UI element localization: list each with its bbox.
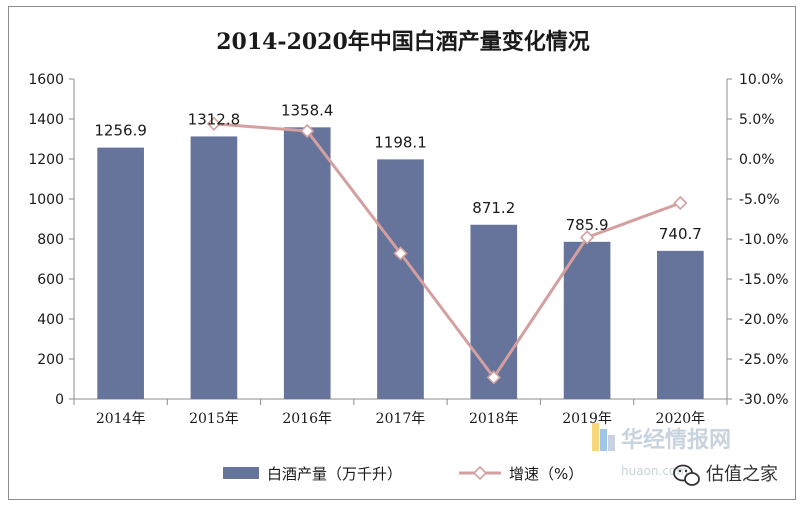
bar-data-label: 740.7 (659, 225, 702, 243)
watermark-logo-bar-3 (608, 435, 615, 451)
watermark-logo-bar-2 (600, 429, 607, 451)
chart-title: 2014-2020年中国白酒产量变化情况 (216, 29, 590, 55)
y-left-tick-label: 1200 (28, 152, 64, 168)
x-tick-label: 2019年 (562, 411, 612, 427)
y-right-tick-label: -25.0% (739, 352, 789, 368)
y-left-tick-label: 1000 (28, 192, 64, 208)
x-tick-label: 2016年 (282, 411, 332, 427)
x-tick-label: 2018年 (469, 411, 519, 427)
bar (377, 159, 424, 399)
y-left-tick-label: 1400 (28, 112, 64, 128)
bar-data-label: 1312.8 (188, 110, 241, 128)
bar-data-label: 871.2 (472, 199, 515, 217)
wechat-badge: 估值之家 (673, 464, 778, 486)
y-right-tick-label: 10.0% (739, 72, 783, 88)
legend-swatch-bar (223, 467, 259, 479)
y-right-tick-label: -5.0% (739, 192, 780, 208)
x-tick-label: 2020年 (656, 411, 706, 427)
legend: 白酒产量（万千升） 增速（%） (223, 465, 583, 483)
y-left-tick-label: 800 (37, 232, 64, 248)
y-left-tick-label: 1600 (28, 72, 64, 88)
watermark-url: huaon.com (621, 464, 688, 478)
growth-point (393, 246, 408, 261)
bar (283, 127, 331, 399)
bar (97, 147, 144, 399)
y-right-tick-label: 5.0% (739, 112, 775, 128)
growth-point (300, 123, 315, 139)
bar-data-label: 1256.9 (94, 122, 147, 140)
y-right-tick-label: -30.0% (739, 392, 789, 408)
bar (190, 136, 238, 399)
growth-line (213, 122, 681, 379)
x-tick-label: 2015年 (189, 411, 239, 427)
y-right-tick-label: 0.0% (739, 152, 775, 168)
y-left-tick-label: 400 (37, 312, 64, 328)
watermark: 华经情报网 huaon.com (592, 423, 731, 478)
y-right-tick-label: -10.0% (739, 232, 789, 248)
y-left-tick-label: 200 (37, 352, 64, 368)
x-tick-label: 2014年 (96, 411, 146, 427)
legend-label-line: 增速（%） (509, 465, 583, 483)
y-right-tick-label: -15.0% (739, 272, 789, 288)
bar (470, 224, 518, 399)
bar (657, 250, 704, 399)
watermark-brand: 华经情报网 (621, 427, 731, 453)
bar-data-label: 1198.1 (374, 133, 427, 151)
wechat-icon (673, 464, 700, 486)
wechat-badge-text: 估值之家 (706, 464, 778, 485)
watermark-logo-bar-1 (592, 423, 599, 451)
bar-data-label: 785.9 (566, 216, 609, 234)
plot-area: 0 200 400 600 800 1000 1200 1400 1600 -30.0% -25.0… (28, 72, 788, 427)
y-left-tick-label: 0 (55, 392, 64, 408)
legend-swatch-marker (472, 465, 488, 481)
x-tick-label: 2017年 (376, 411, 426, 427)
y-right-tick-label: -20.0% (739, 312, 789, 328)
legend-label-bar: 白酒产量（万千升） (267, 465, 402, 483)
y-left-tick-label: 600 (37, 272, 64, 288)
growth-point (206, 116, 222, 131)
growth-point (673, 195, 688, 211)
bar (563, 241, 611, 399)
bar-data-label: 1358.4 (281, 101, 334, 119)
chart-svg: 2014-2020年中国白酒产量变化情况 0 200 400 600 800 1000 12… (28, 29, 789, 486)
growth-point (486, 370, 501, 385)
chart-frame: 2014-2020年中国白酒产量变化情况 0 200 400 600 800 1000 12… (8, 6, 796, 500)
growth-point (579, 230, 595, 245)
